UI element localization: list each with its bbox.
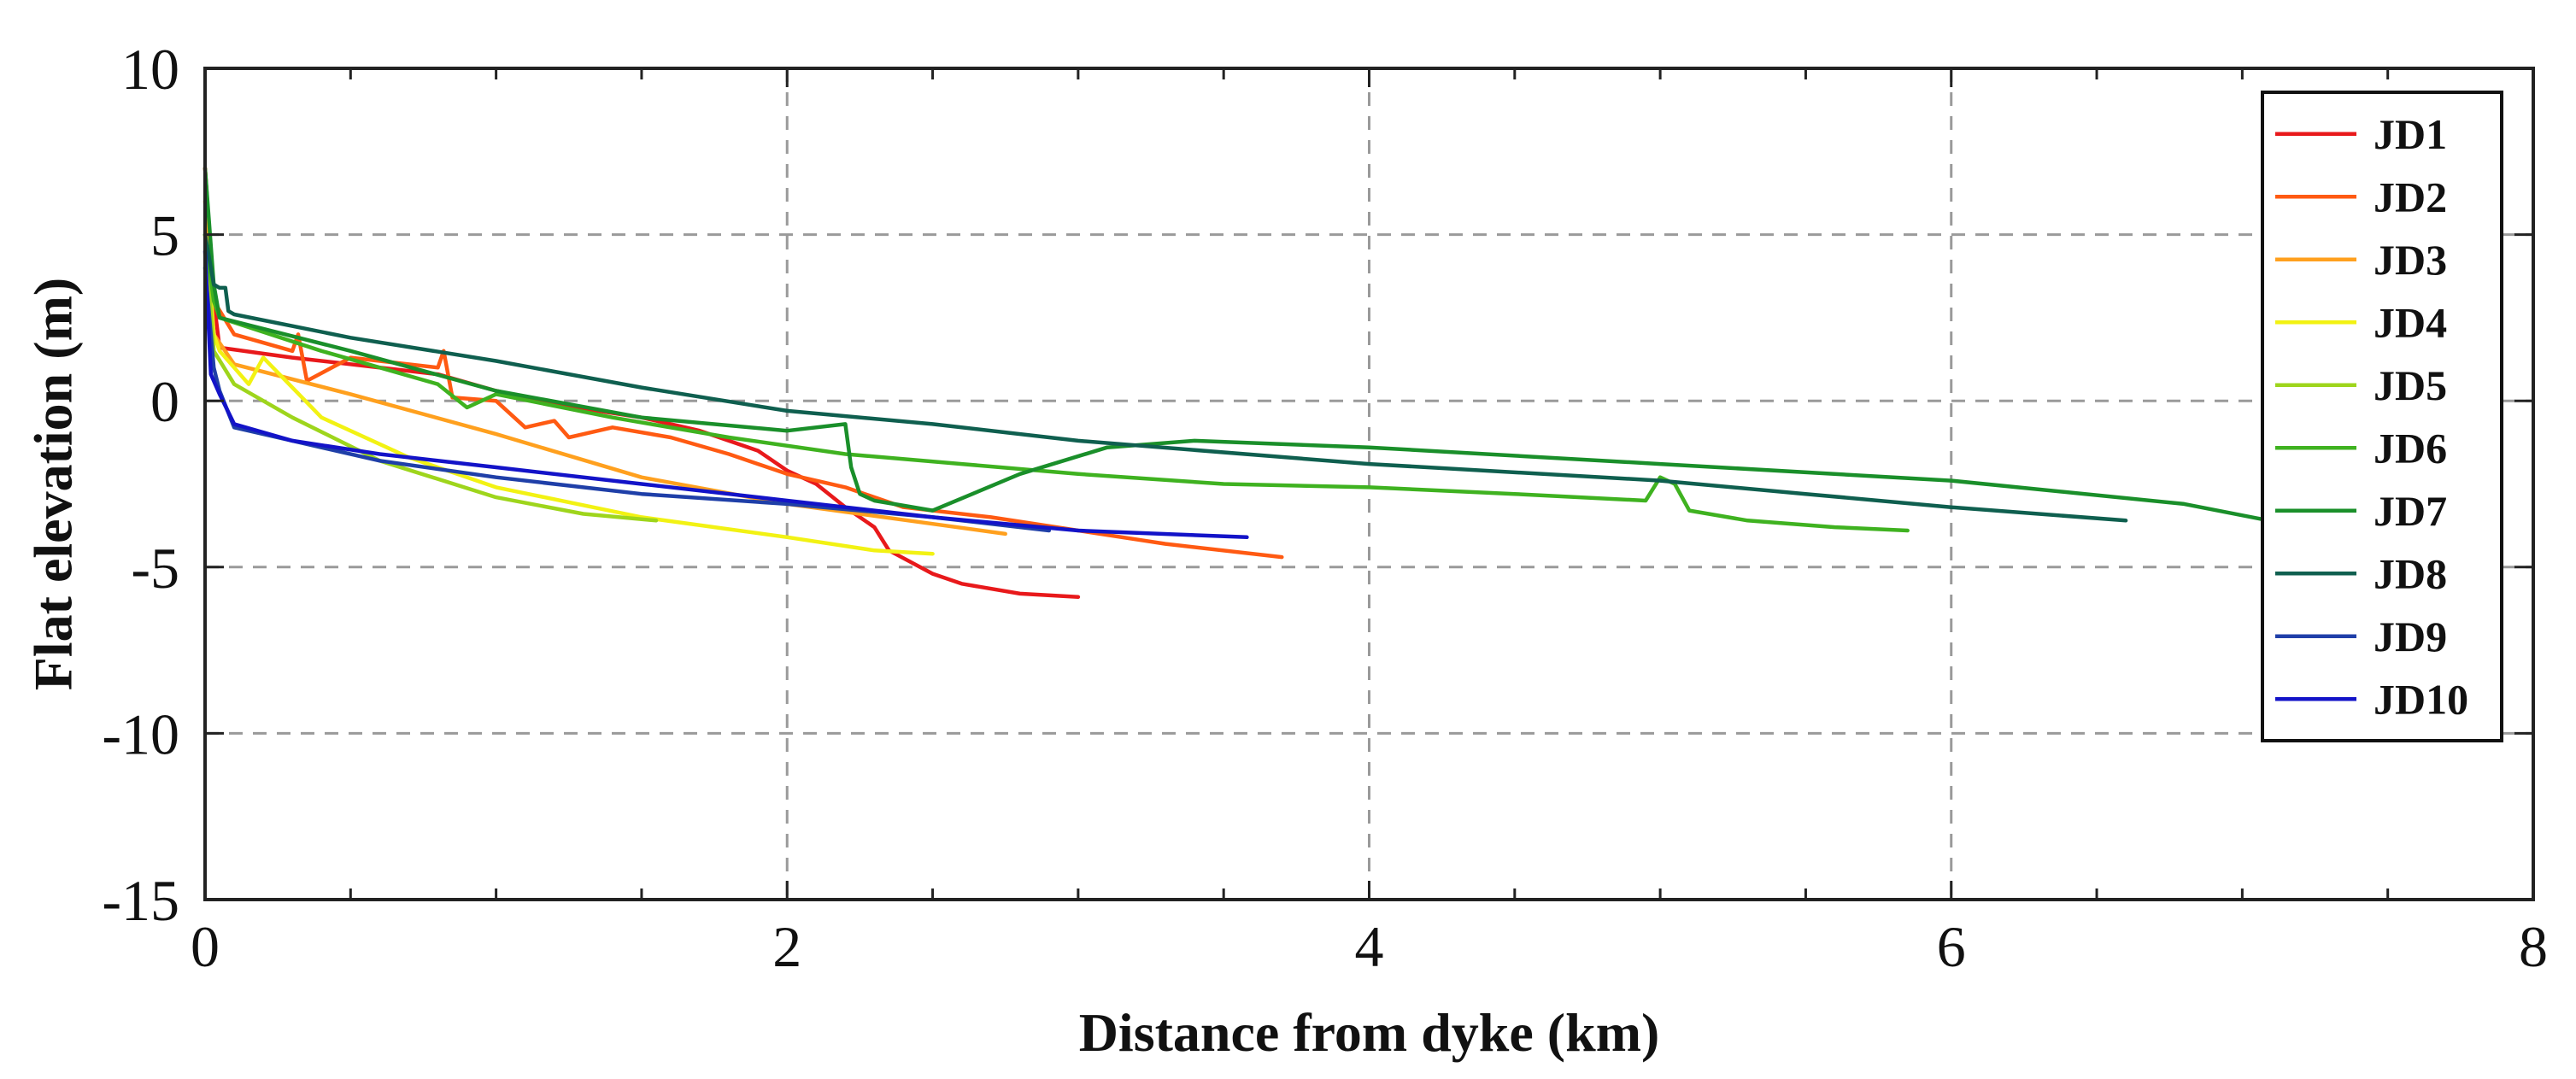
legend-item-jd6: JD6 (2275, 424, 2447, 472)
legend-item-jd8: JD8 (2275, 549, 2447, 597)
legend-label: JD6 (2374, 424, 2447, 472)
series-line-jd8 (202, 232, 2128, 523)
y-tick-label: 10 (121, 37, 179, 102)
y-tick-labels: 10 5 0 -5 -10 -15 (102, 37, 179, 933)
legend-label: JD2 (2374, 173, 2447, 220)
series-lines (202, 166, 2288, 600)
series-line-jd7 (202, 166, 2288, 526)
legend-items: JD1 JD2 JD3 JD4 JD5 JD6 JD7 JD8 JD9 JD10 (2275, 110, 2468, 723)
legend-label: JD8 (2374, 549, 2447, 597)
y-tick-label: 0 (150, 369, 179, 434)
legend-label: JD10 (2374, 675, 2468, 723)
legend-label: JD9 (2374, 613, 2447, 660)
series-line-jd1 (202, 166, 1081, 600)
y-tick-label: 5 (150, 203, 179, 268)
axis-ticks (203, 67, 2535, 901)
x-tick-label: 8 (2519, 914, 2548, 979)
x-tick-label: 0 (191, 914, 220, 979)
legend-box (2261, 91, 2503, 742)
series-line-jd10 (202, 249, 1249, 540)
legend-item-jd9: JD9 (2275, 613, 2447, 660)
x-tick-label: 6 (1937, 914, 1966, 979)
legend-label: JD3 (2374, 236, 2447, 284)
legend-item-jd1: JD1 (2275, 110, 2447, 158)
legend-label: JD4 (2374, 298, 2447, 346)
x-tick-label: 4 (1355, 914, 1384, 979)
series-line-jd3 (202, 199, 1007, 537)
legend-item-jd4: JD4 (2275, 298, 2447, 346)
legend-label: JD7 (2374, 487, 2447, 535)
x-tick-label: 2 (772, 914, 801, 979)
series-line-jd5 (202, 232, 659, 523)
legend-item-jd3: JD3 (2275, 236, 2447, 284)
legend: JD1 JD2 JD3 JD4 JD5 JD6 JD7 JD8 JD9 JD10 (2261, 91, 2503, 742)
series-line-jd6 (202, 232, 1910, 533)
series-line-jd4 (202, 232, 935, 556)
y-tick-label: -5 (131, 536, 179, 601)
grid-lines (205, 68, 2533, 900)
legend-label: JD1 (2374, 110, 2447, 158)
legend-item-jd10: JD10 (2275, 675, 2468, 723)
legend-label: JD5 (2374, 361, 2447, 409)
y-tick-label: -15 (102, 868, 179, 933)
legend-item-jd5: JD5 (2275, 361, 2447, 409)
y-tick-label: -10 (102, 701, 179, 766)
x-axis-title: Distance from dyke (km) (1079, 1002, 1660, 1063)
legend-item-jd7: JD7 (2275, 487, 2447, 535)
x-tick-labels: 0 2 4 6 8 (191, 914, 2548, 979)
series-line-jd9 (202, 266, 1052, 533)
legend-item-jd2: JD2 (2275, 173, 2447, 220)
y-axis-title: Flat elevation (m) (23, 278, 84, 690)
